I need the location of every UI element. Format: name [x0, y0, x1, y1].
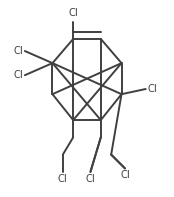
Text: Cl: Cl — [58, 174, 68, 184]
Text: Cl: Cl — [68, 8, 78, 18]
Text: Cl: Cl — [147, 84, 157, 94]
Text: Cl: Cl — [86, 174, 95, 184]
Text: Cl: Cl — [13, 46, 23, 56]
Text: Cl: Cl — [120, 170, 130, 180]
Text: Cl: Cl — [13, 70, 23, 80]
